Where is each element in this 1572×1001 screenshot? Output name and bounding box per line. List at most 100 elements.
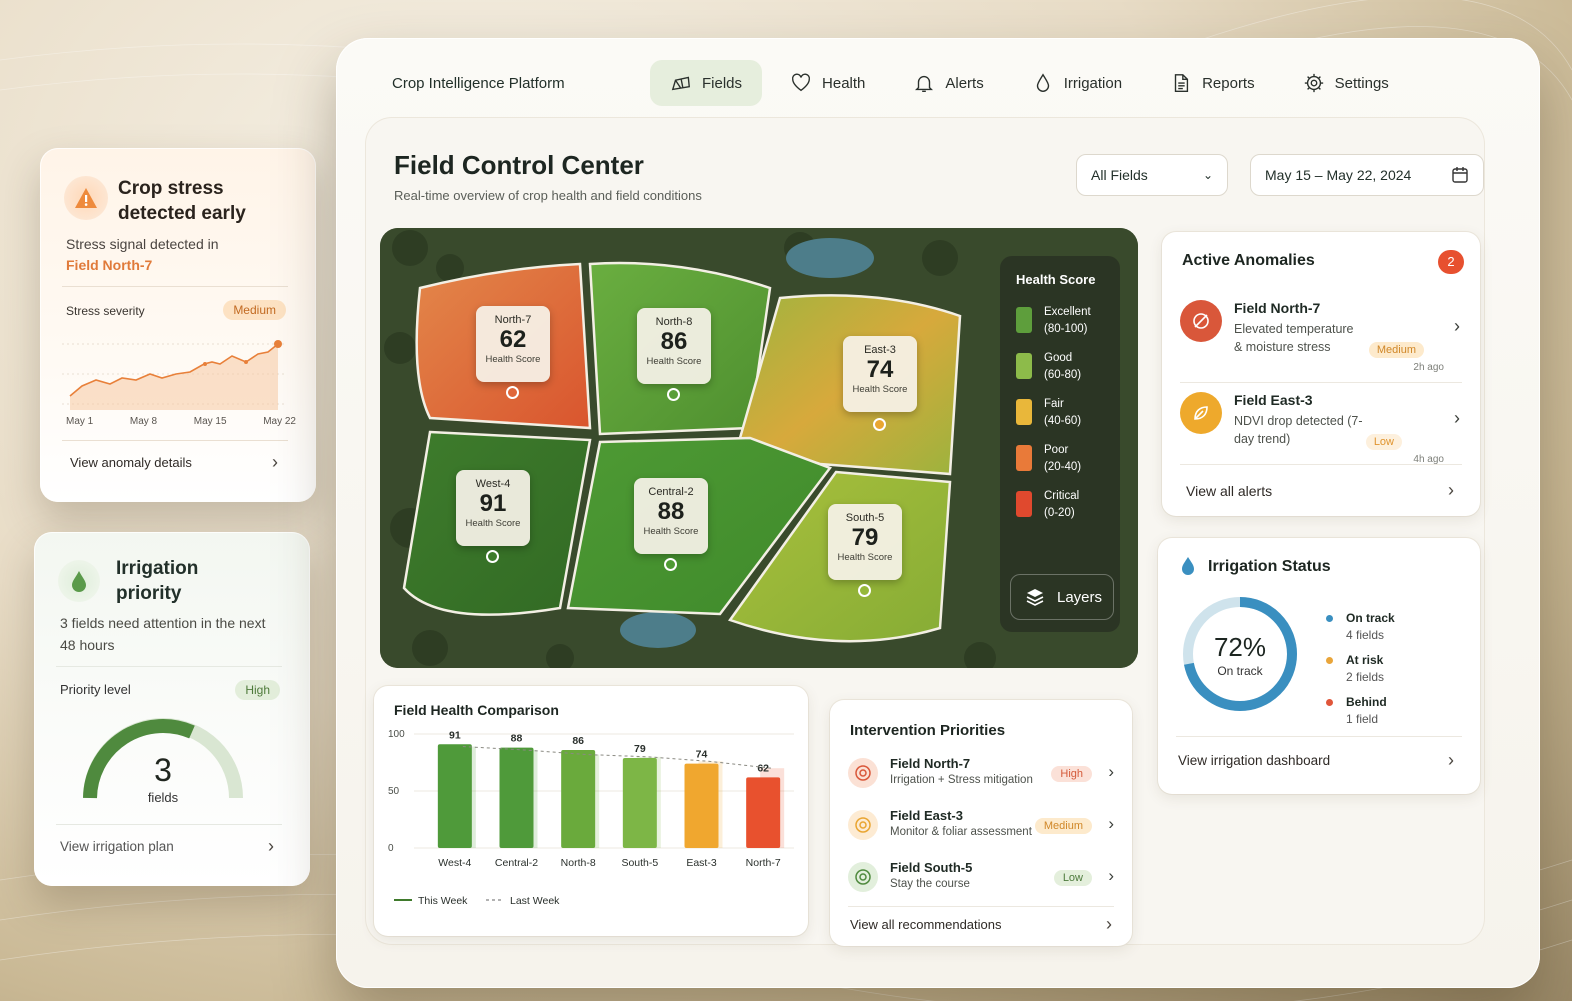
stress-card-subtitle: Stress signal detected in <box>66 236 219 252</box>
chevron-right-icon: › <box>1448 750 1454 770</box>
field-name: West-4 <box>475 478 511 490</box>
priority-badge: High <box>235 680 280 700</box>
bar-this-week <box>684 763 719 848</box>
bar-value-label: 88 <box>511 733 523 745</box>
tab-settings[interactable]: Settings <box>1283 60 1409 106</box>
chevron-right-icon: › <box>272 452 278 472</box>
tab-label: Reports <box>1202 74 1255 92</box>
field-name: North-8 <box>655 316 693 328</box>
field-tag-west-4[interactable]: West-4 91 Health Score <box>456 470 530 546</box>
view-all-alerts-link[interactable]: View all alerts › <box>1186 480 1454 501</box>
intervention-item-east-3[interactable]: Field East-3 Monitor & foliar assessment… <box>848 806 1114 856</box>
intervention-name: Field South-5 <box>890 860 973 875</box>
field-tag-north-7[interactable]: North-7 62 Health Score <box>476 306 550 382</box>
x-tick: May 8 <box>129 416 158 427</box>
tab-label: Health <box>822 74 866 92</box>
bar-value-label: 74 <box>696 749 708 761</box>
chevron-right-icon: › <box>1106 914 1112 934</box>
water-drop-icon <box>58 560 100 602</box>
tab-alerts[interactable]: Alerts <box>893 60 1003 106</box>
view-irrigation-dashboard-link[interactable]: View irrigation dashboard › <box>1178 750 1454 771</box>
content-area: Field Control Center Real-time overview … <box>366 118 1484 946</box>
gear-icon <box>1304 73 1323 93</box>
tab-irrigation[interactable]: Irrigation <box>1012 60 1142 106</box>
field-tag-east-3[interactable]: East-3 74 Health Score <box>843 336 917 412</box>
x-tick: May 1 <box>66 416 94 427</box>
irrigation-percent: 72% <box>1213 632 1267 662</box>
severity-badge: Medium <box>223 300 286 320</box>
date-range-picker[interactable]: May 15 – May 22, 2024 <box>1250 154 1484 196</box>
field-score-label: Health Score <box>485 354 541 365</box>
field-tag-north-8[interactable]: North-8 86 Health Score <box>637 308 711 384</box>
date-value: May 15 – May 22, 2024 <box>1265 167 1412 183</box>
view-anomaly-details-link[interactable]: View anomaly details › <box>70 452 278 473</box>
field-score: 86 <box>660 328 688 355</box>
intervention-item-south-5[interactable]: Field South-5 Stay the course Low › <box>848 858 1114 908</box>
leaf-icon <box>1180 392 1222 434</box>
field-name: South-5 <box>845 512 885 524</box>
top-navigation: Crop Intelligence Platform Fields Health… <box>336 38 1540 126</box>
priority-level-label: Priority level <box>60 682 131 697</box>
field-tag-south-5[interactable]: South-5 79 Health Score <box>828 504 902 580</box>
field-score: 88 <box>657 498 685 525</box>
legend-title: Health Score <box>1016 272 1096 287</box>
divider <box>1176 736 1462 737</box>
field-score: 74 <box>866 356 894 383</box>
anomaly-item-east-3[interactable]: Field East-3 NDVI drop detected (7-day t… <box>1180 392 1462 472</box>
field-pin[interactable] <box>858 584 871 597</box>
intervention-description: Irrigation + Stress mitigation <box>890 774 1033 786</box>
field-pin[interactable] <box>667 388 680 401</box>
active-anomalies-card: Active Anomalies 2 Field North-7 Elevate… <box>1162 232 1480 516</box>
intervention-name: Field North-7 <box>890 756 971 771</box>
tab-label: Irrigation <box>1063 74 1123 92</box>
field-pin[interactable] <box>873 418 886 431</box>
legend-item-poor: Poor (20-40) <box>1016 442 1081 476</box>
target-icon <box>848 862 878 892</box>
priority-badge: High <box>1051 766 1092 782</box>
bar-this-week <box>746 777 781 848</box>
field-pin[interactable] <box>664 558 677 571</box>
divider <box>56 666 282 667</box>
divider <box>62 440 288 441</box>
layers-button[interactable]: Layers <box>1010 574 1114 620</box>
field-select[interactable]: All Fields ⌄ <box>1076 154 1228 196</box>
irrigation-card-subtitle: 3 fields need attention in the next 48 h… <box>60 615 266 653</box>
field-score: 79 <box>851 524 879 551</box>
x-tick: North-7 <box>746 857 781 869</box>
tab-health[interactable]: Health <box>770 60 885 106</box>
chevron-right-icon: › <box>1454 408 1460 428</box>
view-irrigation-plan-link[interactable]: View irrigation plan › <box>60 836 274 857</box>
tab-fields[interactable]: Fields <box>650 60 763 106</box>
priority-badge: Medium <box>1034 818 1092 834</box>
target-icon <box>848 758 878 788</box>
legend-dot <box>1326 615 1333 622</box>
anomaly-item-north-7[interactable]: Field North-7 Elevated temperature & moi… <box>1180 300 1462 380</box>
target-icon <box>848 810 878 840</box>
card-title: Active Anomalies <box>1182 252 1315 269</box>
irrigation-percent-label: On track <box>1217 664 1263 678</box>
field-name: East-3 <box>864 344 896 356</box>
card-title: Intervention Priorities <box>850 722 1006 739</box>
water-drop-icon <box>1036 73 1049 92</box>
field-pin[interactable] <box>486 550 499 563</box>
divider <box>1180 382 1462 383</box>
stress-severity-label: Stress severity <box>66 304 145 318</box>
chevron-right-icon: › <box>1108 866 1114 885</box>
tab-reports[interactable]: Reports <box>1150 60 1275 106</box>
legend-item-fair: Fair (40-60) <box>1016 396 1081 430</box>
field-pin[interactable] <box>506 386 519 399</box>
link-label: View irrigation plan <box>60 839 174 854</box>
field-tag-central-2[interactable]: Central-2 88 Health Score <box>634 478 708 554</box>
y-tick: 100 <box>388 729 405 740</box>
page-title: Field Control Center <box>394 150 644 180</box>
field-score-label: Health Score <box>837 552 893 563</box>
field-map[interactable]: North-7 62 Health Score North-8 86 Healt… <box>380 228 1138 668</box>
chevron-right-icon: › <box>1448 480 1454 500</box>
intervention-item-north-7[interactable]: Field North-7 Irrigation + Stress mitiga… <box>848 754 1114 804</box>
chevron-right-icon: › <box>1108 762 1114 781</box>
x-tick: South-5 <box>621 857 658 869</box>
anomaly-count-badge: 2 <box>1438 250 1464 274</box>
stress-card-title: Crop stress detected early <box>118 178 246 224</box>
irrigation-donut-chart <box>1183 597 1297 711</box>
view-all-recommendations-link[interactable]: View all recommendations › <box>850 914 1112 935</box>
